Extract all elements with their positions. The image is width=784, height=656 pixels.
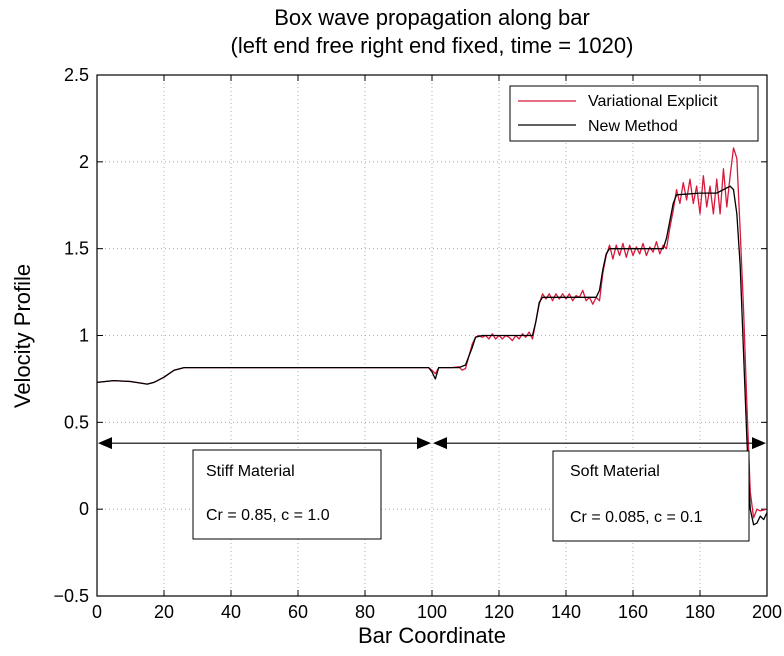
y-tick-label: 0 (79, 499, 89, 519)
x-tick-label: 200 (752, 602, 782, 622)
legend: Variational Explicit New Method (509, 85, 759, 142)
plot-frame (96, 74, 768, 597)
stiff-material-box: Stiff Material Cr = 0.85, c = 1.0 (192, 449, 382, 540)
legend-label-new-method: New Method (588, 118, 678, 135)
y-tick-label: 2.5 (64, 65, 89, 85)
y-tick-label: −0.5 (53, 586, 89, 606)
arrow-head (752, 437, 766, 450)
y-axis-label: Velocity Profile (10, 264, 35, 408)
arrow-head (433, 437, 447, 450)
series-line-new-method (96, 185, 768, 526)
y-tick-label: 1 (79, 326, 89, 346)
x-axis-label: Bar Coordinate (358, 623, 506, 648)
x-tick-label: 40 (221, 602, 241, 622)
y-tick-label: 2 (79, 152, 89, 172)
x-tick-label: 100 (417, 602, 447, 622)
chart-subtitle: (left end free right end fixed, time = 1… (231, 33, 634, 58)
soft-material-box: Soft Material Cr = 0.085, c = 0.1 (552, 450, 750, 542)
x-tick-label: 80 (355, 602, 375, 622)
soft-material-params: Cr = 0.085, c = 0.1 (570, 509, 703, 526)
x-tick-label: 160 (618, 602, 648, 622)
arrow-head (98, 437, 112, 450)
stiff-material-title: Stiff Material (206, 463, 295, 480)
x-tick-label: 60 (288, 602, 308, 622)
x-tick-label: 20 (154, 602, 174, 622)
stiff-material-params: Cr = 0.85, c = 1.0 (206, 507, 330, 524)
arrow-head (417, 437, 431, 450)
series-layer (96, 147, 768, 526)
x-tick-label: 120 (484, 602, 514, 622)
legend-frame (509, 85, 759, 142)
arrow-layer (98, 437, 766, 450)
y-tick-label: 0.5 (64, 412, 89, 432)
chart-title: Box wave propagation along bar (274, 5, 590, 30)
x-tick-label: 0 (92, 602, 102, 622)
soft-material-title: Soft Material (570, 463, 660, 480)
x-tick-label: 180 (685, 602, 715, 622)
legend-label-variational-explicit: Variational Explicit (588, 93, 718, 110)
y-tick-label: 1.5 (64, 239, 89, 259)
soft-material-frame (552, 450, 750, 542)
tick-layer: 0 20 40 60 80 100 120 140 160 180 200−0.500.511.52… (53, 65, 782, 622)
stiff-material-frame (192, 449, 382, 540)
x-tick-label: 140 (551, 602, 581, 622)
